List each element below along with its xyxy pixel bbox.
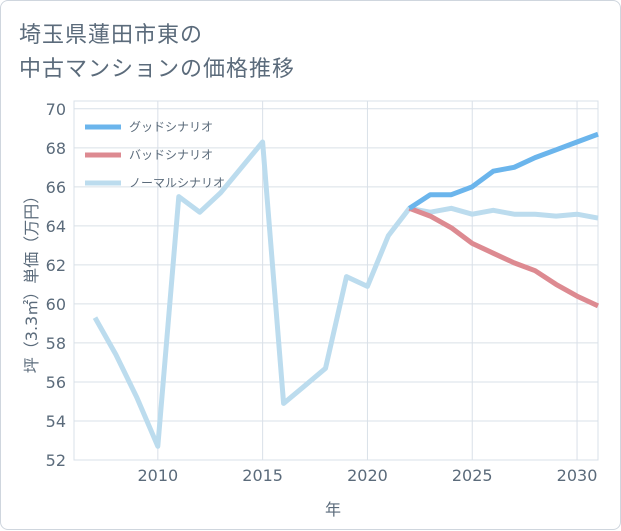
x-tick-label: 2030	[557, 466, 598, 485]
legend-label: ノーマルシナリオ	[129, 176, 225, 190]
y-tick-label: 68	[46, 139, 66, 158]
y-tick-label: 64	[46, 217, 66, 236]
x-tick-label: 2025	[452, 466, 493, 485]
legend-label: グッドシナリオ	[129, 120, 213, 134]
x-tick-label: 2015	[242, 466, 283, 485]
y-tick-label: 66	[46, 178, 66, 197]
y-tick-label: 62	[46, 256, 66, 275]
y-tick-label: 56	[46, 373, 66, 392]
x-tick-label: 2020	[347, 466, 388, 485]
y-tick-label: 58	[46, 334, 66, 353]
series-line-2	[92, 139, 599, 449]
y-axis-label: 坪（3.3㎡）単価（万円）	[22, 188, 41, 373]
series-line-1	[408, 205, 600, 309]
y-tick-label: 70	[46, 100, 66, 119]
y-tick-label: 60	[46, 295, 66, 314]
y-tick-label: 52	[46, 451, 66, 470]
x-axis-label: 年	[325, 500, 341, 519]
legend-label: バッドシナリオ	[129, 148, 213, 162]
x-tick-label: 2010	[137, 466, 178, 485]
chart-title: 埼玉県蓮田市東の 中古マンションの価格推移	[19, 23, 296, 82]
y-tick-label: 54	[46, 412, 66, 431]
series-line-0	[408, 131, 599, 211]
